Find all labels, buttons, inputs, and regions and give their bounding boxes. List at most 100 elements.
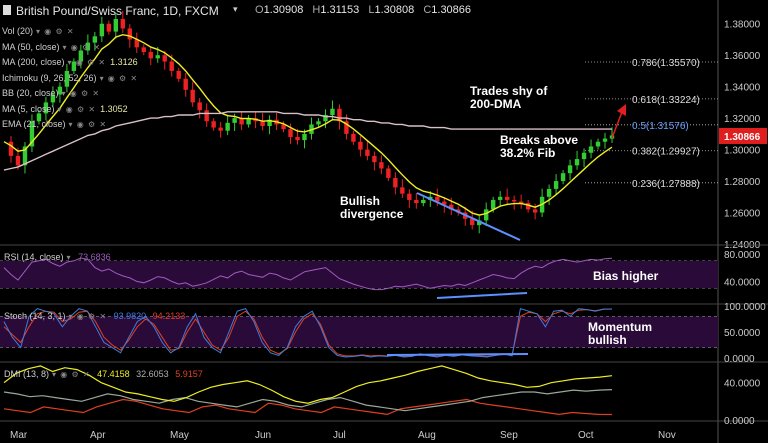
candle-body (148, 52, 153, 59)
stoch-trendline (386, 353, 529, 356)
candle-body (330, 108, 335, 115)
time-axis-label: Oct (578, 430, 594, 441)
dmi-plus-line (3, 389, 613, 412)
price-tick-label: 1.26000 (724, 209, 761, 220)
candle-body (127, 28, 132, 40)
stoch-legend[interactable]: Stoch (14, 3, 1) ▾ ◉ ⚙ ✕ 93.9820 94.2133 (4, 311, 185, 321)
annotation-line: bullish (588, 333, 627, 347)
current-price-badge (719, 127, 767, 144)
close-label: C (423, 4, 432, 16)
target-arrow (611, 111, 623, 139)
candle-body (477, 220, 482, 226)
stoch-d-value: 94.2133 (152, 311, 186, 321)
indicator-ma5[interactable]: MA (5, close) ▾ ◉ ⚙ ✕ 1.3052 (2, 102, 138, 118)
candle-body (295, 137, 300, 141)
chevron-down-icon[interactable]: ▾ (233, 4, 238, 14)
indicator-controls-icon[interactable]: ▾ ◉ ⚙ ✕ (62, 42, 102, 52)
candle-body (190, 89, 195, 103)
candle-body (337, 108, 342, 122)
candle-body (379, 162, 384, 169)
rsi-legend[interactable]: RSI (14, close) ▾ 73.6836 (4, 252, 111, 262)
candle-body (183, 78, 188, 90)
candle-body (358, 141, 363, 150)
symbol-title[interactable]: British Pound/Swiss Franc, 1D, FXCM (16, 4, 219, 18)
indicator-ma200[interactable]: MA (200, close) ▾ ◉ ⚙ ✕ 1.3126 (2, 55, 138, 71)
dmi-legend[interactable]: DMI (13, 8) ▾ ◉ ⚙ ✕ 47.4158 32.6053 5.915… (4, 369, 203, 379)
price-tick-label: 1.38000 (724, 20, 761, 31)
rsi-tick-label: 80.0000 (724, 250, 761, 261)
chevron-down-icon[interactable]: ▾ (66, 253, 72, 262)
indicator-value: 1.3052 (100, 103, 128, 114)
high-value: 1.31153 (320, 4, 360, 16)
candle-body (288, 129, 293, 138)
dmi-adx-line (3, 365, 613, 404)
indicator-label: BB (20, close) (2, 88, 59, 98)
open-value: 1.30908 (263, 4, 304, 16)
indicator-controls-icon[interactable]: ▾ ◉ ⚙ ✕ (61, 89, 101, 98)
indicator-controls-icon[interactable]: ▾ ◉ ⚙ ✕ (57, 104, 97, 114)
candle-body (470, 218, 475, 226)
candle-body (232, 118, 237, 123)
candle-body (204, 110, 209, 122)
indicator-ma50[interactable]: MA (50, close) ▾ ◉ ⚙ ✕ (2, 40, 138, 56)
annotation-momentum: Momentum bullish (588, 321, 652, 347)
indicator-ema21[interactable]: EMA (21, close) ▾ ◉ ⚙ ✕ (2, 117, 138, 133)
ema-line (3, 33, 613, 216)
rsi-line (3, 257, 613, 291)
chevron-down-icon[interactable]: ▾ ◉ ⚙ ✕ (68, 312, 108, 321)
indicator-bb[interactable]: BB (20, close) ▾ ◉ ⚙ ✕ (2, 86, 138, 102)
candle-body (197, 102, 202, 111)
price-tick-label: 1.28000 (724, 177, 761, 188)
candle-body (560, 173, 566, 182)
annotation-line: Breaks above (500, 133, 579, 147)
candle-body (581, 152, 587, 160)
indicator-value: 1.3126 (110, 57, 138, 67)
candle-body (8, 141, 14, 156)
time-axis-label: Jul (333, 430, 346, 441)
indicator-controls-icon[interactable]: ▾ ◉ ⚙ ✕ (36, 27, 75, 36)
ma200-line (3, 111, 612, 171)
candle-body (239, 118, 244, 125)
candle-body (497, 196, 503, 200)
dmi-plus-value: 32.6053 (136, 369, 169, 379)
candle-body (36, 113, 42, 122)
candle-body (29, 121, 35, 147)
candle-body (211, 121, 216, 128)
candle-body (525, 203, 531, 210)
indicator-controls-icon[interactable]: ▾ ◉ ⚙ ✕ (68, 120, 108, 129)
candle-body (414, 199, 419, 204)
candle-body (246, 118, 251, 125)
candle-body (155, 55, 160, 59)
candle-body (532, 209, 538, 213)
fib-level-label: 0.618(1.33224) (632, 95, 700, 106)
candle-body (15, 155, 21, 166)
annotation-line: 200-DMA (470, 97, 522, 111)
indicator-vol[interactable]: Vol (20) ▾ ◉ ⚙ ✕ (2, 24, 138, 40)
logo-icon[interactable] (3, 5, 11, 15)
chevron-down-icon[interactable]: ▾ ◉ ⚙ ✕ (52, 370, 91, 379)
candle-body (57, 86, 63, 95)
candle-body (574, 159, 580, 166)
candle-body (602, 138, 608, 142)
candle-body (281, 124, 286, 130)
annotation-line: Momentum (588, 320, 652, 334)
candle-body (134, 39, 139, 48)
candle-body (50, 94, 56, 103)
stoch-band (0, 316, 718, 348)
candle-body (372, 155, 377, 163)
stoch-tick-label: 0.0000 (724, 354, 755, 365)
rsi-divergence-trendline (436, 292, 528, 299)
current-price-label: 1.30866 (724, 132, 761, 143)
candle-body (567, 165, 573, 174)
candle-body (260, 121, 265, 126)
candle-body (435, 196, 440, 202)
indicator-controls-icon[interactable]: ▾ ◉ ⚙ ✕ (67, 58, 107, 67)
candle-body (595, 141, 601, 147)
dmi-adx-value: 47.4158 (97, 369, 130, 379)
candle-body (490, 199, 496, 210)
annotation-line: 38.2% Fib (500, 146, 556, 160)
indicator-ichimoku[interactable]: Ichimoku (9, 26, 52, 26) ▾ ◉ ⚙ ✕ (2, 71, 138, 87)
candle-body (92, 36, 98, 43)
indicator-controls-icon[interactable]: ▾ ◉ ⚙ ✕ (99, 73, 139, 83)
